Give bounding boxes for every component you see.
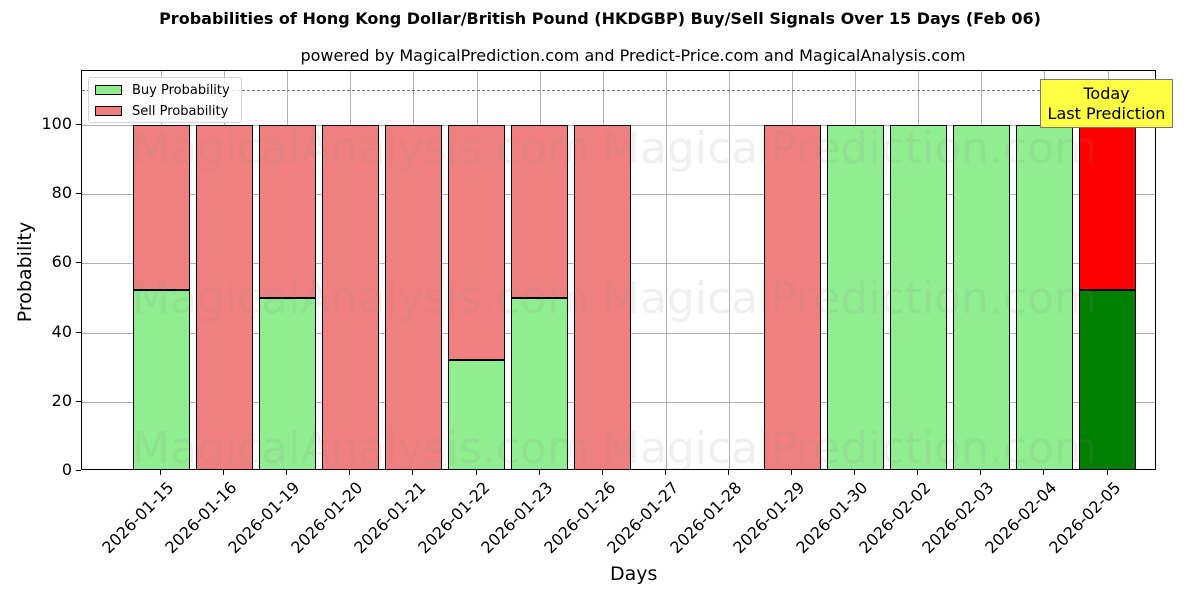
y-tick-label: 100 (41, 113, 72, 133)
y-tick-mark (76, 400, 81, 402)
y-tick-mark (76, 123, 81, 125)
x-tick-mark (223, 470, 225, 475)
annotation-line1: Today (1083, 84, 1130, 103)
bar-sell-2026-01-16 (195, 124, 253, 469)
sell-swatch-icon (95, 106, 122, 116)
bar-sell-2026-02-05 (1079, 124, 1136, 291)
reference-line (82, 90, 1155, 92)
bar-sell-2026-01-22 (448, 124, 505, 360)
x-axis-label: Days (610, 563, 658, 585)
y-axis-label: Probability (14, 221, 36, 323)
bar-sell-2026-01-21 (384, 124, 442, 469)
y-tick-mark (76, 470, 81, 471)
x-tick-mark (286, 470, 288, 475)
x-tick-mark (412, 470, 414, 475)
legend-label-buy: Buy Probability (132, 82, 230, 98)
buy-swatch-icon (95, 85, 122, 95)
bar-sell-2026-01-20 (321, 124, 379, 469)
chart-title: Probabilities of Hong Kong Dollar/Britis… (159, 9, 1041, 28)
bar-sell-2026-01-15 (132, 124, 190, 291)
x-tick-mark (160, 470, 161, 475)
y-tick-label: 0 (61, 460, 72, 479)
x-tick-mark (1043, 470, 1045, 475)
bar-buy-2026-01-30 (826, 124, 884, 469)
today-annotation: Today Last Prediction (1040, 79, 1173, 128)
y-tick-mark (76, 331, 81, 333)
x-tick-mark (1106, 470, 1108, 475)
x-tick-mark (854, 470, 856, 475)
x-tick-mark (917, 470, 919, 475)
bar-buy-2026-01-19 (258, 297, 316, 469)
legend-item-buy: Buy Probability (95, 81, 230, 99)
bar-buy-2026-01-22 (448, 359, 505, 469)
y-tick-label: 20 (51, 390, 72, 410)
y-tick-mark (76, 193, 81, 195)
gridline-v (665, 71, 667, 469)
legend: Buy Probability Sell Probability (88, 77, 242, 123)
x-tick-mark (791, 470, 792, 475)
annotation-line2: Last Prediction (1047, 104, 1166, 123)
y-tick-label: 60 (51, 252, 72, 272)
x-tick-mark (664, 470, 666, 475)
bar-buy-2026-02-02 (889, 124, 947, 469)
y-tick-mark (76, 262, 81, 264)
x-tick-mark (980, 470, 982, 475)
legend-item-sell: Sell Probability (95, 102, 228, 120)
bar-buy-2026-01-15 (132, 290, 190, 469)
bar-sell-2026-01-19 (258, 124, 316, 298)
plot-area: MagicalAnalysis.comMagicalPrediction.com… (81, 70, 1156, 470)
y-tick-label: 40 (51, 321, 72, 341)
x-tick-mark (538, 470, 540, 475)
bar-sell-2026-01-23 (511, 124, 569, 298)
x-tick-mark (349, 470, 351, 475)
y-tick-label: 80 (51, 183, 72, 203)
bar-sell-2026-01-29 (763, 124, 821, 469)
legend-label-sell: Sell Probability (132, 103, 229, 119)
x-tick-mark (727, 470, 729, 475)
bar-buy-2026-02-05 (1079, 290, 1136, 469)
bar-buy-2026-01-23 (511, 297, 569, 469)
bar-buy-2026-02-03 (952, 124, 1010, 469)
gridline-v (728, 71, 730, 469)
x-tick-mark (601, 470, 603, 475)
chart-subtitle: powered by MagicalPrediction.com and Pre… (300, 46, 966, 65)
x-tick-mark (475, 470, 477, 475)
bar-sell-2026-01-26 (574, 124, 632, 469)
bar-buy-2026-02-04 (1015, 124, 1073, 469)
